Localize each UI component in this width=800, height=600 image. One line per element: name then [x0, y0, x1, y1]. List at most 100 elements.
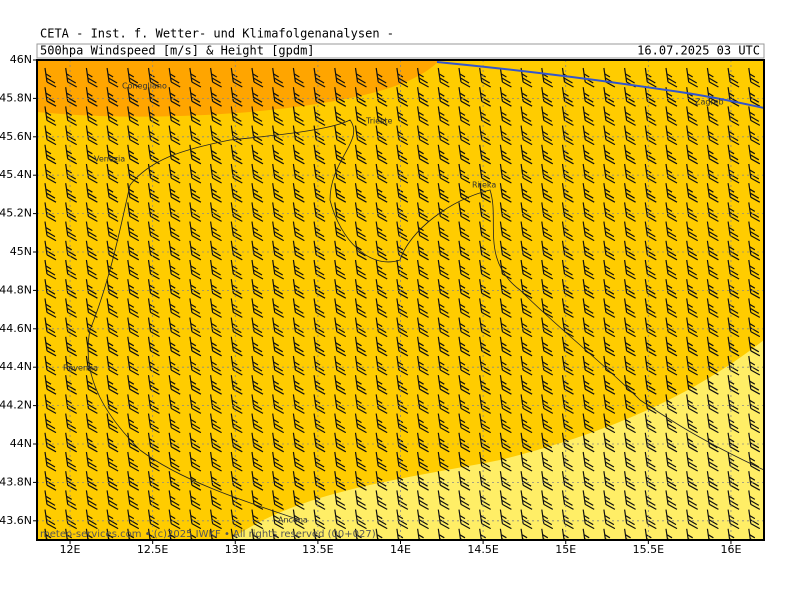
wind-barb [458, 375, 471, 395]
wind-barb [230, 298, 243, 318]
wind-barb [313, 240, 326, 261]
city-label: Trieste [365, 117, 392, 126]
wind-barb [686, 355, 698, 376]
wind-barb [479, 528, 487, 540]
wind-barb [748, 451, 761, 472]
wind-barb [65, 451, 77, 472]
wind-barb [189, 67, 202, 88]
wind-barb [499, 183, 512, 203]
wind-barb [168, 413, 181, 434]
wind-barb [727, 259, 740, 280]
wind-barb [541, 87, 554, 107]
wind-barb [520, 221, 533, 242]
wind-barb [251, 106, 264, 126]
wind-barb [499, 221, 512, 242]
wind-barb [396, 490, 409, 510]
wind-barb [582, 221, 595, 242]
wind-barb [644, 298, 657, 318]
wind-barb [686, 528, 694, 540]
wind-barb [479, 317, 491, 338]
wind-barb [313, 106, 326, 126]
wind-barb [65, 471, 77, 491]
wind-barb [147, 202, 160, 222]
wind-barb [417, 509, 429, 530]
wind-barb [748, 375, 761, 395]
wind-barb [437, 183, 450, 203]
wind-barb [437, 471, 450, 491]
wind-barb [479, 259, 491, 280]
wind-barb [313, 413, 326, 434]
wind-barb [686, 125, 698, 146]
wind-barb [375, 490, 388, 510]
wind-barb [499, 451, 512, 472]
lon-tick-label: 14.5E [467, 543, 498, 556]
wind-barb [458, 279, 471, 299]
wind-barb [127, 451, 140, 472]
wind-barb [686, 279, 698, 299]
wind-barb [748, 355, 761, 376]
wind-barb [417, 67, 429, 88]
wind-barb [127, 490, 140, 510]
wind-barbs [44, 67, 761, 540]
wind-barb [375, 259, 388, 280]
wind-barb [479, 490, 491, 510]
wind-barb [479, 125, 491, 146]
wind-barb [603, 87, 616, 107]
wind-barb [85, 106, 98, 126]
wind-barb [499, 279, 512, 299]
wind-barb [375, 432, 388, 453]
wind-barb [230, 259, 243, 280]
wind-barb [65, 490, 77, 510]
wind-barb [727, 413, 740, 434]
wind-barb [272, 355, 284, 376]
wind-barb [624, 451, 636, 472]
wind-barb [499, 240, 512, 261]
wind-barb [313, 509, 326, 530]
wind-barb [272, 279, 284, 299]
header-title: CETA - Inst. f. Wetter- und Klimafolgena… [40, 27, 394, 41]
wind-barb [189, 317, 202, 338]
wind-barb [520, 125, 533, 146]
wind-barb [520, 317, 533, 338]
wind-barb [65, 67, 77, 88]
wind-barb [189, 202, 202, 222]
lon-tick-label: 13.5E [302, 543, 333, 556]
wind-barb [644, 451, 657, 472]
wind-barb [561, 87, 574, 107]
wind-barb [437, 67, 450, 88]
wind-barb [210, 471, 222, 491]
wind-barb [706, 279, 719, 299]
wind-barb [44, 394, 57, 414]
wind-barb [686, 183, 698, 203]
wind-barb [354, 125, 367, 146]
wind-barb [44, 355, 57, 376]
wind-barb [210, 394, 222, 414]
wind-barb [479, 279, 491, 299]
wind-barb [520, 298, 533, 318]
wind-barb [230, 355, 243, 376]
lon-tick-label: 12.5E [137, 543, 168, 556]
wind-barb [85, 163, 98, 184]
wind-barb [727, 125, 740, 146]
wind-barb [334, 87, 347, 107]
wind-barb [85, 528, 93, 540]
wind-barb [189, 471, 202, 491]
wind-barb [210, 375, 222, 395]
wind-barb [561, 240, 574, 261]
wind-barb [541, 240, 554, 261]
wind-barb [85, 490, 98, 510]
wind-barb [603, 451, 616, 472]
wind-barb [210, 528, 217, 540]
wind-barb [603, 240, 616, 261]
wind-barb [499, 317, 512, 338]
wind-barb [334, 490, 347, 510]
wind-barb [499, 202, 512, 222]
wind-barb [706, 202, 719, 222]
wind-barb [499, 471, 512, 491]
wind-barb [272, 202, 284, 222]
wind-barb [644, 106, 657, 126]
wind-barb [437, 317, 450, 338]
wind-barb [272, 413, 284, 434]
wind-barb [44, 413, 57, 434]
wind-barb [458, 125, 471, 146]
